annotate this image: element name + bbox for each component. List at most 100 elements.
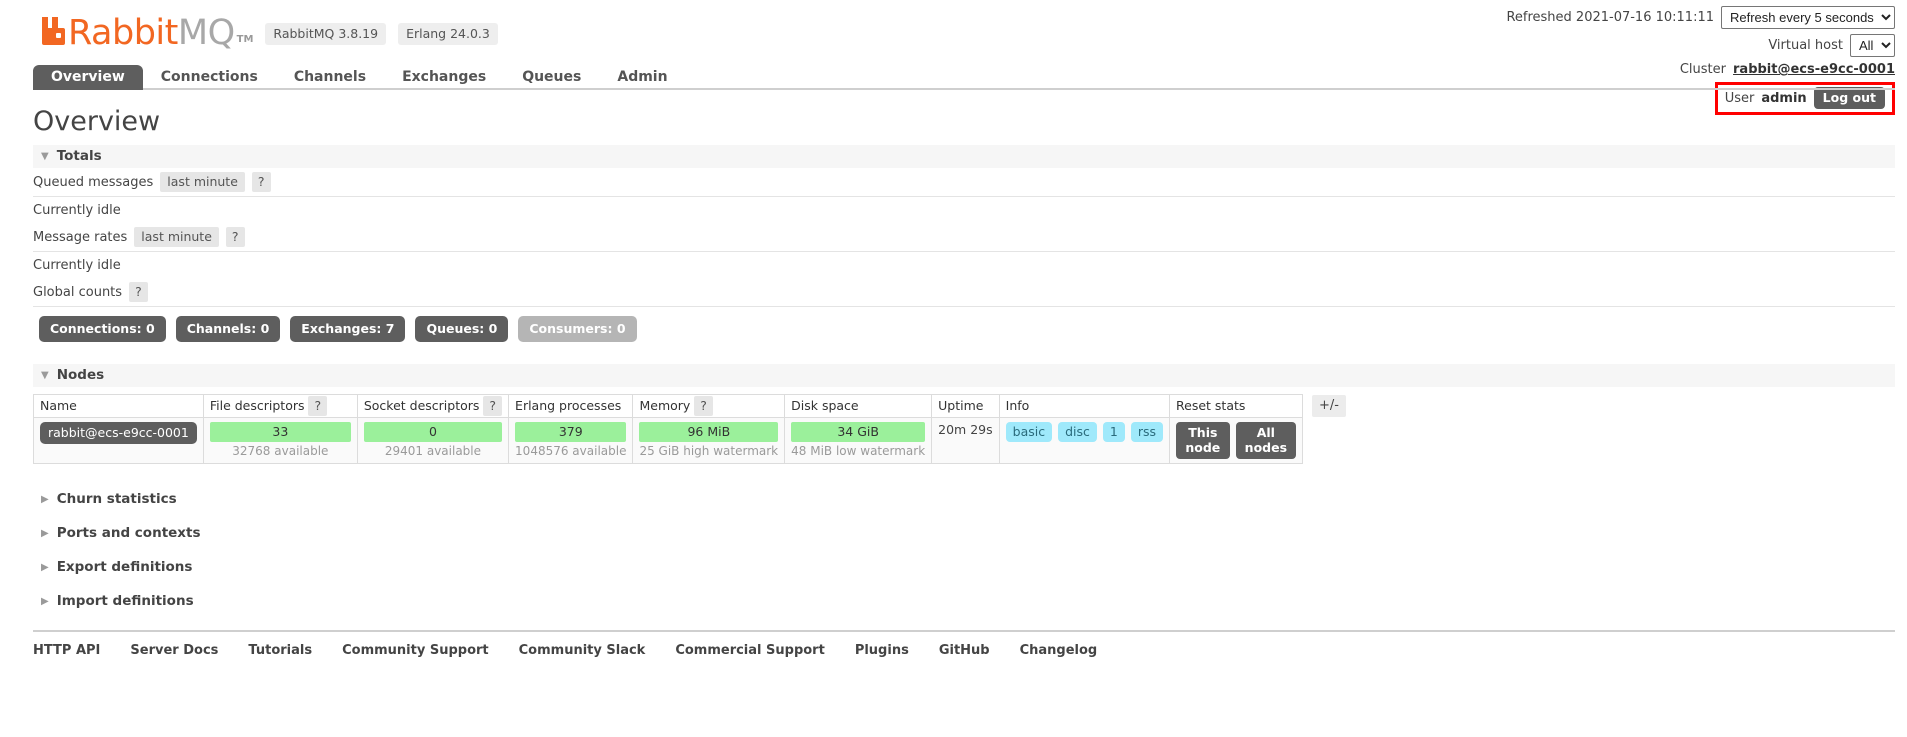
brand-logo[interactable]: Rabbit MQ TM RabbitMQ 3.8.19 Erlang 24.0… [40,13,498,53]
count-badge-queues[interactable]: Queues: 0 [415,316,509,342]
reset-all-nodes-button[interactable]: All nodes [1235,422,1297,459]
col-disk-space[interactable]: Disk space [784,394,933,418]
col-info[interactable]: Info [998,394,1171,418]
count-label-channels: Channels: [186,321,257,336]
user-label: User [1724,90,1755,106]
footer-link-commercial-support[interactable]: Commercial Support [675,643,825,658]
count-label-queues: Queues: [426,321,485,336]
footer-link-community-slack[interactable]: Community Slack [518,643,646,658]
totals-section-header[interactable]: Totals [33,145,1895,168]
info-badge-disc[interactable]: disc [1058,422,1097,442]
message-rates-label: Message rates [33,229,128,245]
cluster-row: Cluster rabbit@ecs-e9cc-0001 [1506,62,1895,77]
totals-section-label: Totals [56,148,102,164]
count-value-queues: 0 [488,321,498,336]
col-socket-descriptors[interactable]: Socket descriptors ? [356,394,510,418]
tab-connections[interactable]: Connections [160,69,258,85]
cluster-name-link[interactable]: rabbit@ecs-e9cc-0001 [1733,62,1895,77]
count-badge-exchanges[interactable]: Exchanges: 7 [290,316,406,342]
info-badge-group: basic disc 1 rss [1005,422,1164,442]
nodes-table-header-row: Name File descriptors ? Socket descripto… [33,394,1304,418]
main-navigation: Overview Connections Channels Exchanges … [33,64,1895,90]
chevron-down-icon [41,151,49,162]
file-descriptors-help-icon[interactable]: ? [308,396,328,416]
message-rates-period-chip[interactable]: last minute [134,227,219,247]
chevron-down-icon [41,370,49,381]
section-churn-statistics-label: Churn statistics [56,491,177,507]
memory-help-icon[interactable]: ? [694,396,713,416]
col-name[interactable]: Name [33,394,204,418]
refresh-interval-select[interactable]: Refresh every 5 seconds [1721,6,1895,29]
memory-value: 96 MiB [639,422,779,442]
info-badge-rss[interactable]: rss [1130,422,1164,442]
count-badge-connections[interactable]: Connections: 0 [39,316,166,342]
col-erlang-processes[interactable]: Erlang processes [508,394,634,418]
log-out-button[interactable]: Log out [1813,87,1885,109]
socket-descriptors-value: 0 [363,422,503,442]
section-import-definitions[interactable]: Import definitions [33,584,1895,618]
vhost-select[interactable]: All [1850,34,1895,57]
message-rates-help-icon[interactable]: ? [225,227,245,247]
footer-link-github[interactable]: GitHub [938,643,990,658]
toggle-columns-button[interactable]: +/- [1312,395,1346,417]
nav-tab-list: Overview Connections Channels Exchanges … [33,64,1895,90]
chevron-right-icon [41,528,49,539]
cluster-label: Cluster [1679,62,1727,77]
node-name-link[interactable]: rabbit@ecs-e9cc-0001 [40,422,197,444]
cell-reset-stats: This node All nodes [1169,417,1304,464]
count-badge-consumers[interactable]: Consumers: 0 [518,316,637,342]
nodes-table-wrapper: Name File descriptors ? Socket descripto… [33,394,1895,464]
page-title: Overview [33,106,161,137]
tab-queues[interactable]: Queues [522,69,582,85]
tab-exchanges[interactable]: Exchanges [402,69,487,85]
file-descriptors-value: 33 [209,422,351,442]
trademark-mark: TM [236,34,254,45]
nodes-section-header[interactable]: Nodes [33,364,1895,387]
reset-stats-group: This node All nodes [1176,422,1297,459]
socket-descriptors-help-icon[interactable]: ? [483,396,503,416]
tab-channels[interactable]: Channels [293,69,367,85]
tab-overview[interactable]: Overview [33,65,143,90]
section-churn-statistics[interactable]: Churn statistics [33,482,1895,516]
brand-name-mq: MQ [177,13,235,53]
section-export-definitions[interactable]: Export definitions [33,550,1895,584]
footer-link-community-support[interactable]: Community Support [342,643,489,658]
refresh-row: Refreshed 2021-07-16 10:11:11 Refresh ev… [1506,6,1895,29]
footer-link-tutorials[interactable]: Tutorials [248,643,313,658]
queued-messages-row: Queued messages last minute ? [33,168,1895,197]
col-file-descriptors[interactable]: File descriptors ? [202,394,358,418]
section-ports-and-contexts[interactable]: Ports and contexts [33,516,1895,550]
queued-messages-help-icon[interactable]: ? [251,172,271,192]
top-bar: Rabbit MQ TM RabbitMQ 3.8.19 Erlang 24.0… [0,0,1907,115]
chevron-right-icon [41,562,49,573]
col-reset-stats: Reset stats [1169,394,1304,418]
vhost-row: Virtual host All [1506,34,1895,57]
count-badge-channels[interactable]: Channels: 0 [175,316,281,342]
tab-admin[interactable]: Admin [617,69,668,85]
nodes-section-label: Nodes [56,367,105,383]
col-uptime[interactable]: Uptime [931,394,1000,418]
col-socket-descriptors-label: Socket descriptors [363,398,480,413]
status-cluster: Refreshed 2021-07-16 10:11:11 Refresh ev… [1506,6,1895,120]
count-value-consumers: 0 [616,321,626,336]
cell-memory: 96 MiB 25 GiB high watermark [632,417,786,464]
message-rates-status: Currently idle [33,258,121,273]
table-row: rabbit@ecs-e9cc-0001 33 32768 available … [33,417,1304,464]
nodes-table: Name File descriptors ? Socket descripto… [33,394,1304,464]
erlang-version-badge: Erlang 24.0.3 [398,23,498,45]
info-badge-count[interactable]: 1 [1102,422,1125,442]
global-counts-help-icon[interactable]: ? [129,282,148,302]
footer-link-plugins[interactable]: Plugins [854,643,909,658]
info-badge-basic[interactable]: basic [1005,422,1053,442]
footer-link-http-api[interactable]: HTTP API [33,643,101,658]
queued-messages-status: Currently idle [33,203,121,218]
reset-this-node-button[interactable]: This node [1176,422,1230,459]
footer-link-server-docs[interactable]: Server Docs [130,643,219,658]
count-value-connections: 0 [146,321,155,336]
global-counts-label: Global counts [33,284,123,300]
queued-messages-period-chip[interactable]: last minute [160,172,245,192]
user-highlight-box: User admin Log out [1714,82,1895,115]
count-label-connections: Connections: [50,321,142,336]
footer-link-changelog[interactable]: Changelog [1019,643,1098,658]
col-memory[interactable]: Memory ? [632,394,786,418]
